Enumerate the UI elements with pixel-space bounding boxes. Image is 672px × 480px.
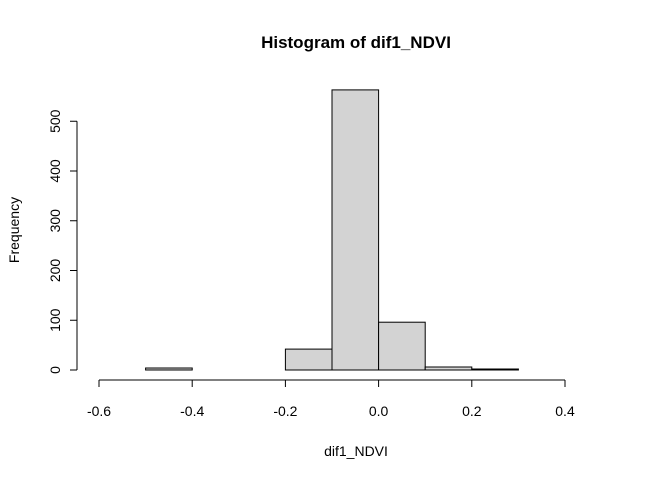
x-tick-label-1: -0.4 — [180, 403, 204, 419]
histogram-bar-6 — [378, 321, 426, 371]
histogram-bar-5 — [331, 89, 380, 371]
chart-title: Histogram of dif1_NDVI — [261, 33, 451, 52]
y-tick-label-4: 400 — [47, 159, 63, 183]
y-tick-label-0: 0 — [47, 366, 63, 374]
x-axis: -0.6 -0.4 -0.2 0.0 0.2 0.4 — [87, 379, 575, 419]
y-axis: 0 100 200 300 400 500 — [47, 109, 78, 374]
x-tick-label-0: -0.6 — [87, 403, 111, 419]
y-tick-label-5: 500 — [47, 109, 63, 133]
y-axis-label: Frequency — [6, 197, 22, 263]
y-tick-label-2: 200 — [47, 259, 63, 283]
x-tick-label-4: 0.2 — [462, 403, 482, 419]
y-tick-label-3: 300 — [47, 209, 63, 233]
histogram-bar-4 — [284, 348, 333, 371]
histogram-bar-8 — [471, 368, 519, 371]
x-tick-label-5: 0.4 — [555, 403, 575, 419]
x-tick-label-2: -0.2 — [273, 403, 297, 419]
y-tick-label-1: 100 — [47, 308, 63, 332]
histogram-bar-1 — [145, 367, 193, 371]
bars-group — [145, 89, 519, 371]
x-axis-label: dif1_NDVI — [324, 443, 388, 459]
x-tick-label-3: 0.0 — [369, 403, 389, 419]
histogram-bar-7 — [424, 366, 473, 371]
